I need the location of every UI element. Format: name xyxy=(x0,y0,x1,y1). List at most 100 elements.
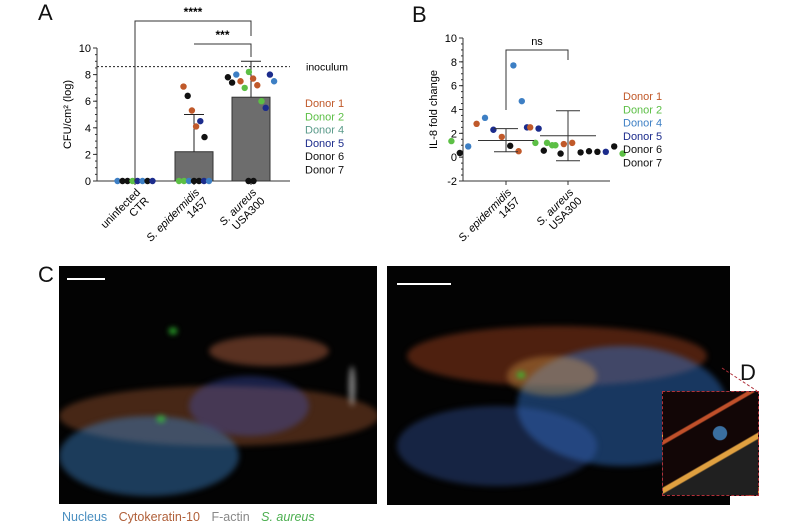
data-point xyxy=(473,120,480,128)
data-point xyxy=(510,62,517,69)
legend-nucleus: Nucleus xyxy=(62,510,108,524)
legend-entry: Donor 1 xyxy=(305,98,344,110)
legend-entry: Donor 6 xyxy=(623,144,662,156)
legend-entry: Donor 5 xyxy=(623,131,662,143)
micrograph-left xyxy=(59,266,377,504)
data-point xyxy=(577,149,584,156)
data-point xyxy=(228,79,236,86)
data-point xyxy=(144,177,151,185)
data-point xyxy=(245,68,253,76)
data-point xyxy=(192,123,200,130)
legend-entry: Donor 6 xyxy=(305,151,344,163)
data-point xyxy=(540,147,547,154)
scale-bar xyxy=(67,278,105,280)
data-point xyxy=(619,150,626,157)
data-point xyxy=(184,92,191,100)
legend-factin: F-actin xyxy=(211,510,250,524)
legend-saureus: S. aureus xyxy=(261,510,315,524)
data-point xyxy=(532,139,539,147)
panel-label-a: A xyxy=(38,0,53,25)
data-point xyxy=(518,97,525,105)
data-point xyxy=(543,139,551,147)
data-point xyxy=(585,148,593,155)
data-point xyxy=(262,104,269,112)
y-tick-label: 4 xyxy=(451,105,457,117)
legend-entry: Donor 4 xyxy=(305,125,344,137)
x-tick-label: S. aureusUSA300 xyxy=(217,186,268,237)
significance-label: **** xyxy=(184,5,203,19)
data-point xyxy=(175,177,183,185)
data-point xyxy=(448,137,455,145)
significance-bracket xyxy=(134,20,252,181)
data-point xyxy=(224,74,232,81)
bar xyxy=(231,96,271,182)
significance-bracket xyxy=(505,49,569,110)
panel-label-c: C xyxy=(38,262,54,287)
significance-label: *** xyxy=(215,28,229,42)
y-tick-label: 0 xyxy=(451,152,457,164)
x-tick-label: S. epidermidis1457 xyxy=(144,186,211,253)
legend-entry: Donor 1 xyxy=(623,91,662,103)
data-point xyxy=(498,133,505,141)
data-point xyxy=(134,177,141,185)
data-point xyxy=(270,78,278,85)
y-tick-label: 10 xyxy=(79,43,91,55)
y-tick-label: 2 xyxy=(85,149,91,161)
data-point xyxy=(119,177,126,185)
x-tick-label: uninfectedCTR xyxy=(99,187,152,240)
data-point xyxy=(515,148,522,155)
data-point xyxy=(114,177,121,185)
data-point xyxy=(180,83,187,90)
data-point xyxy=(195,177,203,185)
data-point xyxy=(205,177,213,185)
data-point xyxy=(557,150,564,157)
image-legend: Nucleus Cytokeratin-10 F-actin S. aureus xyxy=(62,510,323,524)
data-point xyxy=(507,142,514,150)
data-point xyxy=(241,84,248,92)
data-point xyxy=(249,75,257,82)
y-tick-label: 4 xyxy=(85,123,91,135)
significance-label: ns xyxy=(531,36,543,48)
y-tick-label: 8 xyxy=(451,57,457,69)
panel-label-b: B xyxy=(412,2,427,27)
y-tick-label: 10 xyxy=(445,33,457,45)
data-point xyxy=(594,148,601,156)
y-tick-label: 6 xyxy=(451,81,457,93)
data-point xyxy=(611,143,618,150)
data-point xyxy=(569,139,576,147)
y-tick-label: 2 xyxy=(451,128,457,140)
x-tick-label: S. aureusUSA300 xyxy=(534,186,585,237)
y-tick-label: -2 xyxy=(447,176,457,188)
data-point xyxy=(237,78,244,85)
data-point xyxy=(602,148,609,156)
inset-zoom-d xyxy=(662,391,759,496)
y-tick-label: 8 xyxy=(85,70,91,82)
y-tick-label: 6 xyxy=(85,96,91,108)
legend-entry: Donor 4 xyxy=(623,118,662,130)
data-point xyxy=(490,126,497,133)
data-point xyxy=(535,125,542,132)
data-point xyxy=(185,177,193,185)
data-point xyxy=(233,71,240,78)
significance-bracket xyxy=(194,43,252,57)
data-point xyxy=(254,82,261,89)
data-point xyxy=(129,177,136,185)
y-axis-label: CFU/cm² (log) xyxy=(62,80,74,149)
data-point xyxy=(124,177,131,185)
legend-entry: Donor 5 xyxy=(305,138,344,150)
data-point xyxy=(188,107,196,114)
data-point xyxy=(456,149,463,157)
data-point xyxy=(560,140,567,148)
data-point xyxy=(200,177,208,185)
data-point xyxy=(552,142,559,149)
panel-label-d: D xyxy=(740,360,756,385)
legend-entry: Donor 7 xyxy=(623,158,662,170)
data-point xyxy=(190,177,198,185)
inoculum-label: inoculum xyxy=(306,62,348,74)
y-tick-label: 0 xyxy=(85,176,91,188)
data-point xyxy=(258,98,265,105)
legend-cytokeratin: Cytokeratin-10 xyxy=(118,510,200,524)
legend-entry: Donor 2 xyxy=(623,104,662,116)
